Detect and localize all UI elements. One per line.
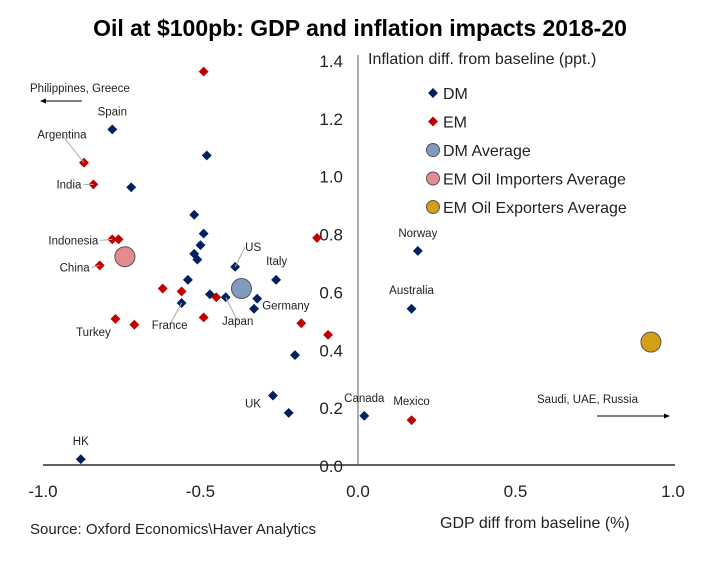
dm-point	[195, 240, 206, 251]
dm-point	[182, 274, 193, 285]
y-tick-label: 1.2	[319, 110, 343, 129]
legend: DM EM DM Average EM Oil Importers Average EM…	[426, 86, 627, 217]
dm-point	[107, 124, 118, 135]
leader-line	[91, 264, 100, 268]
point-label: Italy	[266, 256, 287, 268]
y-tick-label: 0.4	[319, 341, 343, 360]
y-tick-label: 0.2	[319, 399, 343, 418]
legend-label: EM Oil Exporters Average	[443, 200, 627, 217]
x-tick-label: 0.0	[346, 482, 370, 501]
y-tick-label: 0.6	[319, 283, 343, 302]
em-point	[323, 329, 334, 340]
point-label: Germany	[262, 301, 310, 313]
leader-line	[234, 246, 246, 268]
legend-marker	[428, 88, 438, 98]
point-label: Indonesia	[48, 235, 98, 247]
em-point	[211, 292, 222, 303]
y-tick-label: 0.0	[319, 457, 343, 476]
point-label: UK	[245, 399, 261, 411]
em-point	[157, 283, 168, 294]
legend-label: EM	[443, 115, 467, 132]
em-point	[176, 286, 187, 297]
point-label: US	[245, 242, 261, 254]
dm-point	[126, 182, 137, 193]
y-tick-label: 1.0	[319, 168, 343, 187]
point-label: HK	[73, 436, 89, 448]
y-tick-label: 1.4	[319, 52, 343, 71]
x-tick-label: 1.0	[661, 482, 685, 501]
em-point	[198, 66, 209, 77]
y-axis-title: Inflation diff. from baseline (ppt.)	[368, 51, 596, 68]
x-tick-label: -0.5	[186, 482, 215, 501]
point-label: France	[152, 320, 188, 332]
leader-line	[225, 296, 239, 322]
em-point	[110, 313, 121, 324]
source-note: Source: Oxford Economics\Haver Analytics	[30, 521, 316, 538]
point-label: Norway	[398, 228, 437, 240]
dm-point	[271, 274, 282, 285]
point-label: Australia	[389, 285, 434, 297]
point-label: Japan	[222, 316, 253, 328]
dm-point	[412, 245, 423, 256]
dm-average-point	[230, 278, 252, 300]
dm-point	[201, 150, 212, 161]
point-label: Spain	[98, 106, 127, 118]
dm-point	[192, 254, 203, 265]
em-point	[312, 232, 322, 243]
legend-label: DM Average	[443, 143, 531, 160]
legend-marker	[426, 171, 440, 186]
x-tick-label: -1.0	[28, 482, 57, 501]
em-oil-importers-average-point	[114, 246, 136, 268]
point-label: China	[60, 262, 91, 274]
em-point	[296, 318, 307, 329]
x-tick-label: 0.5	[504, 482, 528, 501]
dm-point	[75, 454, 86, 465]
dm-point	[406, 303, 417, 314]
y-tick-label: 0.8	[319, 226, 343, 245]
chart-title: Oil at $100pb: GDP and inflation impacts…	[93, 15, 627, 41]
point-label: Mexico	[393, 396, 429, 408]
legend-marker	[428, 116, 438, 127]
dm-point	[268, 390, 278, 401]
dm-point	[252, 293, 263, 304]
legend-label: EM Oil Importers Average	[443, 172, 626, 189]
annotation-philippines-greece: Philippines, Greece	[30, 83, 130, 95]
em-point	[406, 415, 417, 426]
annotation-saudi-uae-russia: Saudi, UAE, Russia	[537, 394, 639, 406]
em-point	[113, 234, 124, 245]
arrowhead-right-icon	[664, 413, 670, 419]
leader-line	[100, 238, 113, 241]
point-label: Argentina	[37, 130, 87, 142]
leader-line	[61, 134, 85, 164]
dm-point	[359, 410, 370, 421]
dm-point	[198, 228, 209, 239]
point-label: Turkey	[76, 327, 111, 339]
em-oil-exporters-average-point	[640, 331, 662, 353]
x-axis-title: GDP diff from baseline (%)	[440, 515, 630, 532]
dm-point	[249, 303, 259, 314]
legend-marker	[426, 143, 440, 157]
legend-marker	[426, 200, 440, 214]
legend-label: DM	[443, 86, 468, 103]
point-label: India	[56, 179, 82, 191]
dm-point	[189, 209, 200, 220]
dm-point	[283, 407, 294, 418]
arrowhead-left-icon	[40, 98, 46, 104]
em-point	[129, 319, 140, 330]
leader-line	[169, 302, 183, 326]
em-point	[198, 312, 209, 323]
dm-point	[290, 350, 300, 361]
point-label: Canada	[344, 393, 385, 405]
